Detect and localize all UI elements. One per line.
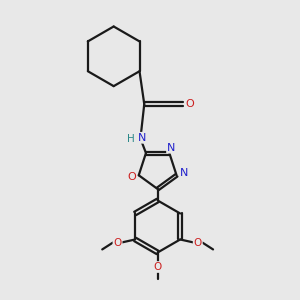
Text: O: O — [194, 238, 202, 248]
Text: O: O — [113, 238, 122, 248]
Text: O: O — [154, 262, 162, 272]
Text: H: H — [127, 134, 134, 143]
Text: O: O — [185, 99, 194, 109]
Text: O: O — [128, 172, 136, 182]
Text: N: N — [180, 168, 188, 178]
Text: N: N — [138, 133, 146, 143]
Text: N: N — [167, 143, 176, 153]
